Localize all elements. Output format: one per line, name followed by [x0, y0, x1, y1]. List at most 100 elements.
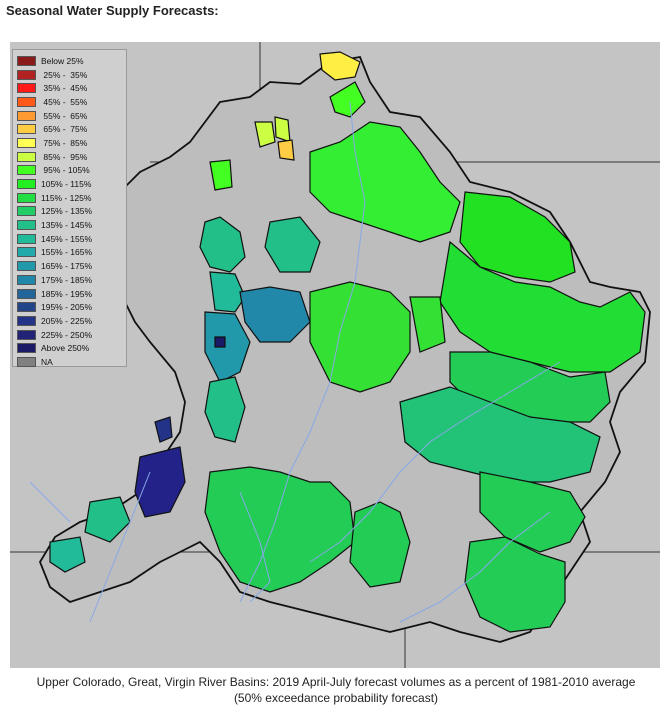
legend-label: 185% - 195% — [41, 288, 93, 299]
region-strawberry[interactable] — [409, 296, 446, 353]
legend-item: 175% - 185% — [17, 273, 126, 287]
legend-label: 55% - 65% — [41, 110, 88, 121]
region-sevier-mid[interactable] — [204, 376, 246, 443]
legend-label: 105% - 115% — [41, 179, 92, 190]
legend-swatch — [17, 274, 36, 285]
map-canvas — [10, 42, 660, 668]
legend-label: 85% - 95% — [41, 151, 88, 162]
legend-item: 225% - 250% — [17, 328, 126, 342]
region-green-headwaters[interactable] — [329, 81, 366, 118]
legend-item: 185% - 195% — [17, 287, 126, 301]
legend-label: Above 250% — [41, 343, 90, 354]
legend-label: 145% - 155% — [41, 233, 93, 244]
legend-swatch — [17, 302, 36, 313]
caption-line-1: Upper Colorado, Great, Virgin River Basi… — [36, 675, 636, 689]
map-caption: Upper Colorado, Great, Virgin River Basi… — [0, 674, 672, 706]
forecast-regions — [49, 51, 646, 633]
region-spanish-fork[interactable] — [239, 286, 311, 343]
region-sevier-upper[interactable] — [204, 311, 251, 383]
legend-item: 105% - 115% — [17, 177, 126, 191]
legend-swatch — [17, 220, 36, 231]
page-heading: Seasonal Water Supply Forecasts: — [6, 3, 219, 18]
legend-item: 45% - 55% — [17, 95, 126, 109]
legend-swatch — [17, 55, 36, 66]
legend-label: 195% - 205% — [41, 302, 93, 313]
legend-item: 145% - 155% — [17, 232, 126, 246]
region-provo[interactable] — [209, 271, 246, 313]
legend-label: 165% - 175% — [41, 261, 93, 272]
region-bear-lake-c[interactable] — [277, 139, 295, 161]
legend-swatch — [17, 124, 36, 135]
legend-item: 95% - 105% — [17, 164, 126, 178]
legend-label: 95% - 105% — [41, 165, 90, 176]
legend-item: 195% - 205% — [17, 300, 126, 314]
legend-item: 55% - 65% — [17, 109, 126, 123]
legend-swatch — [17, 206, 36, 217]
legend-swatch — [17, 356, 36, 367]
legend-swatch — [17, 261, 36, 272]
legend-item: 155% - 165% — [17, 246, 126, 260]
legend-swatch — [17, 179, 36, 190]
legend-swatch — [17, 165, 36, 176]
region-logan[interactable] — [209, 159, 233, 191]
region-above-250-b[interactable] — [154, 416, 173, 443]
legend-swatch — [17, 96, 36, 107]
legend-item: 135% - 145% — [17, 218, 126, 232]
legend-label: 135% - 145% — [41, 220, 93, 231]
legend-item: 165% - 175% — [17, 259, 126, 273]
legend-swatch — [17, 110, 36, 121]
region-bear[interactable] — [264, 216, 321, 273]
legend-swatch — [17, 247, 36, 258]
legend-item: Above 250% — [17, 341, 126, 355]
region-dirty-devil[interactable] — [349, 501, 411, 588]
legend-swatch — [17, 83, 36, 94]
legend-label: 45% - 55% — [41, 96, 88, 107]
legend-item: 25% - 35% — [17, 68, 126, 82]
legend-swatch — [17, 315, 36, 326]
region-virgin-upper[interactable] — [134, 446, 186, 518]
region-san-juan[interactable] — [464, 536, 566, 633]
region-upper-green[interactable] — [309, 121, 461, 243]
legend-item: 75% - 85% — [17, 136, 126, 150]
forecast-map[interactable] — [10, 42, 660, 668]
legend-label: 125% - 135% — [41, 206, 93, 217]
legend-label: 65% - 75% — [41, 124, 88, 135]
region-bear-lake-a[interactable] — [254, 121, 276, 148]
legend-swatch — [17, 288, 36, 299]
region-white[interactable] — [439, 240, 646, 373]
legend-item: NA — [17, 355, 126, 369]
region-yampa[interactable] — [459, 191, 576, 283]
legend-swatch — [17, 151, 36, 162]
legend-label: 75% - 85% — [41, 137, 88, 148]
legend-swatch — [17, 192, 36, 203]
legend-item: 35% - 45% — [17, 81, 126, 95]
legend-swatch — [17, 343, 36, 354]
legend-item: Below 25% — [17, 54, 126, 68]
legend-item: 205% - 225% — [17, 314, 126, 328]
legend-label: Below 25% — [41, 55, 84, 66]
legend-swatch — [17, 233, 36, 244]
region-above-250-a[interactable] — [214, 336, 226, 348]
region-dolores[interactable] — [479, 471, 586, 553]
rivers — [29, 101, 561, 623]
legend-item: 65% - 75% — [17, 122, 126, 136]
legend: Below 25% 25% - 35% 35% - 45% 45% - 55% … — [12, 49, 127, 367]
caption-line-2: (50% exceedance probability forecast) — [233, 691, 439, 705]
legend-label: 225% - 250% — [41, 329, 93, 340]
legend-label: 205% - 225% — [41, 315, 93, 326]
region-santa-clara[interactable] — [49, 536, 86, 573]
legend-label: 115% - 125% — [41, 192, 92, 203]
region-weber[interactable] — [199, 216, 246, 273]
legend-swatch — [17, 329, 36, 340]
legend-item: 125% - 135% — [17, 205, 126, 219]
legend-label: 155% - 165% — [41, 247, 93, 258]
legend-item: 115% - 125% — [17, 191, 126, 205]
region-duchesne[interactable] — [309, 281, 411, 393]
region-north-yellow[interactable] — [319, 51, 361, 81]
legend-label: 175% - 185% — [41, 274, 93, 285]
region-virgin-lower[interactable] — [84, 496, 131, 543]
legend-swatch — [17, 137, 36, 148]
region-gunnison[interactable] — [399, 386, 601, 483]
legend-item: 85% - 95% — [17, 150, 126, 164]
legend-label: NA — [41, 356, 53, 367]
